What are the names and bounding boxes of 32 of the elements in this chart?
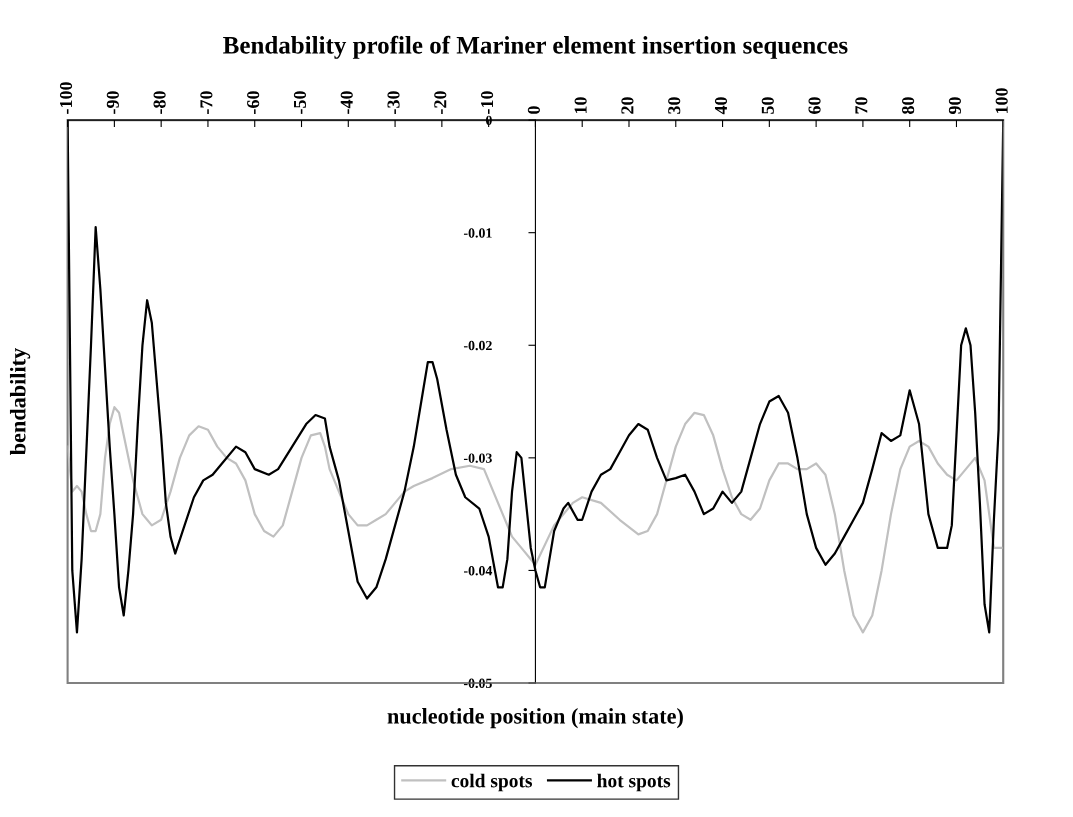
x-axis-title: nucleotide position (main state) [387, 708, 683, 729]
legend-label: cold spots [451, 773, 533, 792]
x-tick-label: -30 [387, 91, 400, 114]
x-tick-label: 80 [902, 97, 915, 114]
y-axis-title: bendability [9, 348, 31, 455]
chart-title: Bendability profile of Mariner element insertion sequences [223, 35, 848, 59]
x-tick-label: -50 [293, 91, 307, 114]
line-series [67, 406, 1004, 634]
x-tick-label: 90 [948, 97, 961, 115]
x-tick-label: -20 [434, 91, 447, 114]
x-tick-label: -10 [480, 91, 494, 114]
x-tick-label: 60 [808, 97, 821, 114]
x-tick-label: -90 [106, 91, 119, 114]
x-tick-label: 40 [714, 97, 728, 115]
y-tick-label: -0.05 [463, 678, 492, 689]
x-tick-label: 30 [668, 97, 681, 114]
x-tick-label: -80 [153, 91, 166, 114]
x-tick-label: -70 [200, 91, 213, 114]
x-tick-label: -40 [340, 91, 353, 114]
x-tick-label: -100 [59, 82, 73, 114]
legend-label: hot spots [597, 773, 671, 792]
x-tick-label: -60 [247, 91, 260, 114]
y-tick-label: -0.04 [463, 566, 493, 576]
x-tick-label: 50 [761, 97, 774, 114]
x-tick-label: 20 [621, 97, 634, 114]
x-tick-label: 100 [995, 88, 1008, 114]
y-tick-label: -0.01 [463, 228, 492, 238]
y-tick-label: -0.03 [463, 453, 492, 463]
x-tick-label: 70 [855, 97, 868, 114]
x-tick-label: 0 [527, 106, 540, 114]
x-tick-label: 10 [574, 97, 587, 114]
y-tick-label: -0.02 [463, 340, 492, 351]
